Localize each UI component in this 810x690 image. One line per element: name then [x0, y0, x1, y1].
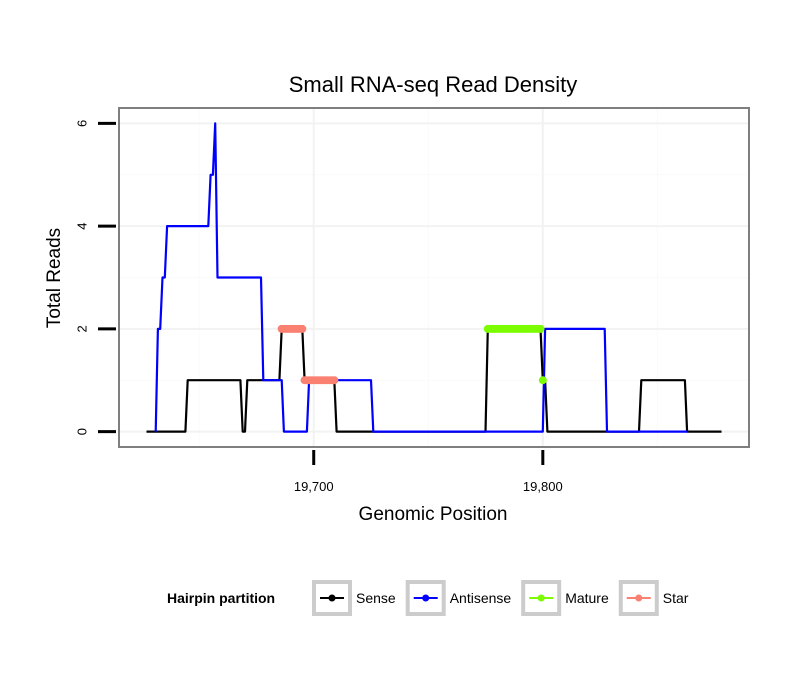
legend: Hairpin partition Sense Antisense Mature St… [167, 580, 689, 616]
data-point-star [298, 324, 307, 333]
chart-title: Small RNA-seq Read Density [289, 72, 578, 97]
legend-key-point-sense [328, 594, 336, 602]
x-axis-title: Genomic Position [359, 504, 508, 525]
legend-key-point-mature [537, 594, 545, 602]
series-line-sense [146, 327, 722, 433]
data-point-star [330, 376, 339, 385]
data-point-mature [536, 324, 545, 333]
series-layer [146, 122, 722, 433]
legend-label-sense: Sense [356, 590, 396, 606]
x-tick-label: 19,700 [294, 479, 334, 494]
x-tick-label: 19,800 [523, 479, 563, 494]
series-star [277, 324, 339, 385]
series-mature [483, 324, 547, 385]
data-point-mature [538, 376, 547, 385]
legend-label-mature: Mature [565, 590, 609, 606]
panel-border [118, 107, 750, 448]
series-line-antisense [154, 122, 688, 433]
grid [119, 108, 749, 447]
legend-key-point-star [635, 594, 643, 602]
legend-title: Hairpin partition [167, 590, 275, 606]
y-axis-title: Total Reads [44, 228, 65, 328]
legend-key-point-antisense [422, 594, 430, 602]
series-antisense [154, 122, 688, 433]
y-tick-label: 2 [74, 325, 89, 332]
y-tick-label: 6 [74, 120, 89, 127]
legend-label-antisense: Antisense [450, 590, 512, 606]
legend-label-star: Star [663, 590, 689, 606]
y-tick-label: 0 [74, 428, 89, 435]
y-tick-label: 4 [74, 223, 89, 230]
series-sense [146, 327, 722, 433]
axes: 0 2 4 6 19,700 19,800 [74, 120, 562, 494]
